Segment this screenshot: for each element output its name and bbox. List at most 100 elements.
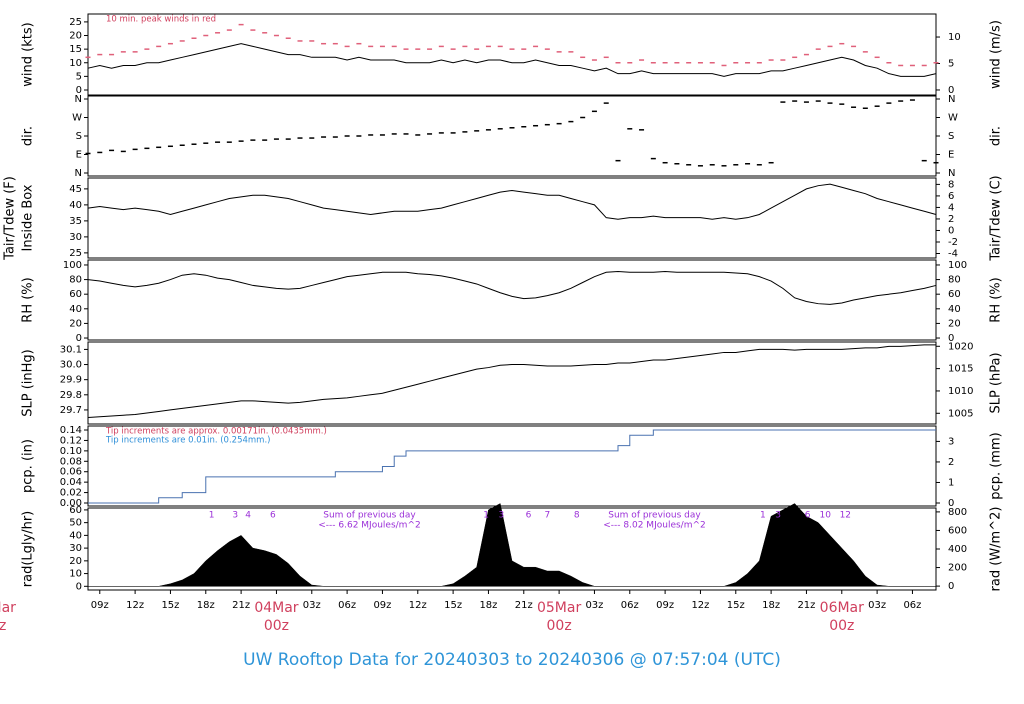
peak-mark: [756, 62, 762, 64]
peak-mark: [262, 32, 268, 34]
y2-axis-label: pcp. (mm): [989, 432, 1004, 499]
peak-mark: [709, 62, 715, 64]
dir-mark: [851, 106, 857, 108]
dir-mark: [356, 135, 362, 137]
y-axis-label: dir.: [21, 126, 36, 146]
panel-frame: [87, 177, 937, 259]
sum-note: <--- 8.02 MJoules/m^2: [603, 521, 705, 531]
y-tick-label: 0.14: [60, 425, 82, 436]
x-tick-label: 18z: [197, 600, 215, 611]
dir-mark: [909, 99, 915, 101]
day-label: 03Mar: [0, 600, 16, 616]
peak-mark: [356, 42, 362, 45]
y-tick-label: N: [75, 94, 82, 105]
panel-frame: [87, 425, 937, 507]
peak-mark: [497, 45, 503, 48]
y-tick-label: 40: [69, 304, 82, 315]
sum-note: Sum of previous day: [608, 511, 701, 521]
y-tick-label: 29.7: [60, 405, 82, 416]
y-tick-label: 20: [69, 31, 82, 42]
day-label: 05Mar: [537, 600, 581, 616]
dir-mark: [297, 137, 303, 139]
hour-mark: 6: [805, 511, 811, 521]
y2-tick-label: 1015: [948, 364, 973, 375]
y-tick-label: 40: [69, 530, 82, 541]
peak-mark: [238, 23, 244, 26]
y2-tick-label: S: [948, 131, 954, 142]
y2-axis-label: Tair/Tdew (C): [989, 175, 1004, 261]
y-tick-label: 0.06: [60, 467, 82, 478]
dir-mark: [580, 116, 586, 119]
dir-mark: [733, 164, 739, 166]
peak-mark: [792, 56, 798, 59]
dir-mark: [379, 134, 385, 136]
y-tick-label: 45: [69, 184, 82, 195]
x-tick-label: 12z: [691, 600, 709, 611]
dir-mark: [203, 142, 209, 144]
peak-mark: [285, 37, 291, 39]
dir-mark: [321, 136, 327, 138]
y2-tick-label: 4: [948, 202, 954, 213]
y-tick-label: 40: [69, 200, 82, 211]
dir-mark: [391, 133, 397, 135]
peak-mark: [191, 37, 197, 39]
peak-mark: [226, 29, 232, 31]
chart-title: UW Rooftop Data for 20240303 to 20240306…: [243, 650, 781, 670]
x-tick-label: 18z: [479, 600, 497, 611]
dir-mark: [639, 129, 645, 131]
y2-tick-label: 2: [948, 214, 954, 225]
day-sublabel: 00z: [547, 618, 572, 634]
annotation: 10 min. peak winds in red: [106, 15, 216, 25]
x-tick-label: 06z: [338, 600, 356, 611]
y-tick-label: 50: [69, 518, 82, 529]
dir-mark: [839, 103, 845, 105]
hour-mark: 6: [270, 511, 276, 521]
dir-mark: [803, 101, 809, 103]
peak-mark: [97, 53, 103, 56]
dir-mark: [933, 161, 939, 164]
y-axis-label: Inside Box: [21, 184, 36, 251]
peak-mark: [509, 48, 515, 50]
peak-mark: [580, 56, 586, 59]
dir-mark: [156, 146, 162, 149]
dir-mark: [662, 161, 668, 164]
dir-mark: [250, 139, 256, 141]
y-tick-label: 10: [69, 58, 82, 69]
peak-mark: [156, 45, 162, 48]
y-axis-label: rad(Lgly/hr): [21, 511, 36, 587]
peak-mark: [85, 56, 91, 59]
y2-tick-label: E: [948, 149, 954, 160]
dir-mark: [450, 132, 456, 134]
dir-mark: [674, 162, 680, 165]
x-tick-label: 18z: [762, 600, 780, 611]
y-tick-label: 30.0: [60, 360, 82, 371]
peak-mark: [179, 40, 185, 42]
dir-mark: [179, 144, 185, 146]
y2-tick-label: 6: [948, 191, 954, 202]
y-tick-label: 0: [76, 581, 82, 592]
dir-mark: [792, 100, 798, 102]
peak-mark: [639, 59, 645, 61]
line: [87, 344, 936, 418]
y-tick-label: 30.1: [60, 344, 82, 355]
y2-tick-label: 1020: [948, 341, 973, 352]
dir-mark: [427, 133, 433, 135]
peak-mark: [556, 51, 562, 53]
y-axis-label: pcp. (in): [21, 439, 36, 493]
peak-mark: [721, 64, 727, 67]
y2-tick-label: 0: [948, 225, 954, 236]
peak-mark: [368, 45, 374, 48]
y-tick-label: 10: [69, 569, 82, 580]
dir-mark: [97, 151, 103, 154]
hour-mark: 12: [840, 511, 851, 521]
x-tick-label: 03z: [868, 600, 886, 611]
y-tick-label: 25: [69, 17, 82, 28]
y2-tick-label: 400: [948, 544, 967, 555]
line: [88, 429, 936, 504]
y-tick-label: 30: [69, 543, 82, 554]
y-tick-label: 30: [69, 232, 82, 243]
y-tick-label: N: [75, 168, 82, 179]
dir-mark: [898, 100, 904, 102]
hour-mark: 3: [499, 511, 505, 521]
